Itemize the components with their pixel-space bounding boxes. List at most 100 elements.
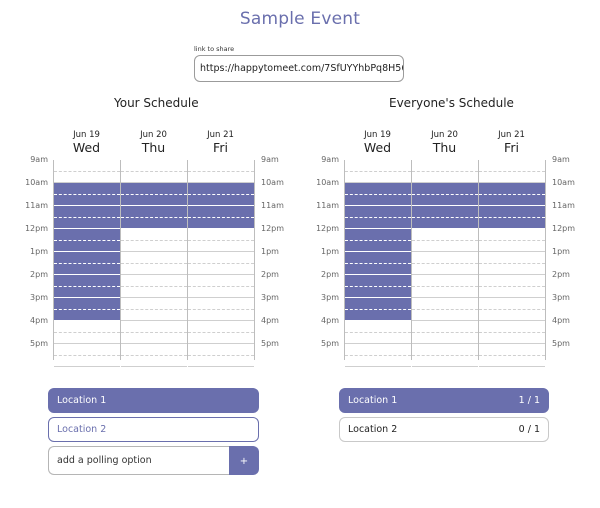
time-slot[interactable] — [188, 356, 254, 367]
everyone-time-grid — [344, 160, 546, 367]
time-slot[interactable] — [54, 275, 120, 287]
time-slot — [479, 275, 545, 287]
location-label: Location 1 — [348, 395, 398, 406]
time-slot[interactable] — [54, 172, 120, 183]
time-slot[interactable] — [54, 263, 120, 275]
time-slot[interactable] — [121, 252, 187, 264]
time-slot[interactable] — [188, 172, 254, 183]
time-label-right: 10am — [261, 178, 284, 187]
time-slot[interactable] — [54, 217, 120, 229]
polling-option-input[interactable] — [48, 446, 229, 475]
time-slot[interactable] — [188, 333, 254, 344]
time-label-left: 12pm — [24, 224, 48, 233]
time-slot[interactable] — [54, 252, 120, 264]
time-slot — [345, 333, 411, 344]
time-slot[interactable] — [188, 252, 254, 264]
time-label-right: 1pm — [261, 247, 279, 256]
time-slot — [345, 172, 411, 183]
time-slot[interactable] — [121, 321, 187, 333]
share-link-label: link to share — [194, 45, 235, 53]
time-label-left: 3pm — [30, 293, 48, 302]
time-slot[interactable] — [121, 310, 187, 321]
time-slot — [345, 309, 411, 321]
time-slot[interactable] — [54, 298, 120, 310]
time-slot — [412, 172, 478, 183]
time-slot[interactable] — [188, 217, 254, 229]
time-slot[interactable] — [188, 321, 254, 333]
time-slot[interactable] — [188, 160, 254, 172]
time-slot — [479, 241, 545, 252]
time-slot[interactable] — [54, 206, 120, 218]
time-slot[interactable] — [54, 321, 120, 333]
time-slot[interactable] — [188, 183, 254, 195]
time-slot — [345, 298, 411, 310]
time-slot — [479, 356, 545, 367]
time-slot[interactable] — [121, 183, 187, 195]
time-slot[interactable] — [121, 206, 187, 218]
everyone-schedule-grid: Jun 19 Wed Jun 20 Thu Jun 21 Fri 9am 9am 10am 10a… — [316, 130, 584, 370]
your-day-header: Jun 20 Thu — [120, 130, 187, 155]
your-location-1-button[interactable]: Location 1 — [48, 388, 259, 413]
time-slot[interactable] — [121, 275, 187, 287]
add-polling-option-button[interactable]: + — [229, 446, 259, 475]
time-slot[interactable] — [54, 286, 120, 298]
time-slot — [479, 206, 545, 218]
time-slot[interactable] — [54, 356, 120, 367]
time-slot[interactable] — [121, 194, 187, 206]
time-slot — [345, 160, 411, 172]
your-day-header: Jun 19 Wed — [53, 130, 120, 155]
share-link-field[interactable]: https://happytomeet.com/7SfUYYhbPq8H56S — [194, 55, 404, 82]
time-slot[interactable] — [121, 298, 187, 310]
time-slot — [479, 252, 545, 264]
time-slot — [345, 229, 411, 241]
time-label-left: 5pm — [30, 339, 48, 348]
time-slot — [412, 333, 478, 344]
time-slot[interactable] — [188, 229, 254, 241]
time-slot — [345, 183, 411, 195]
time-label-left: 9am — [30, 155, 48, 164]
time-slot[interactable] — [54, 344, 120, 356]
time-slot[interactable] — [121, 333, 187, 344]
time-slot[interactable] — [54, 240, 120, 252]
time-slot[interactable] — [121, 356, 187, 367]
everyone-location-1-result[interactable]: Location 1 1 / 1 — [339, 388, 549, 413]
time-label-left: 1pm — [321, 247, 339, 256]
time-slot[interactable] — [188, 206, 254, 218]
time-slot[interactable] — [54, 183, 120, 195]
time-slot[interactable] — [121, 217, 187, 229]
time-slot — [479, 298, 545, 310]
day-name: Thu — [141, 140, 166, 155]
time-slot — [412, 217, 478, 229]
time-slot[interactable] — [188, 287, 254, 298]
time-slot[interactable] — [121, 287, 187, 298]
time-slot[interactable] — [188, 241, 254, 252]
time-slot[interactable] — [121, 344, 187, 356]
your-location-2-button[interactable]: Location 2 — [48, 417, 259, 442]
time-slot[interactable] — [54, 194, 120, 206]
time-slot[interactable] — [121, 241, 187, 252]
time-slot[interactable] — [121, 264, 187, 275]
your-day-column — [54, 160, 121, 367]
time-slot[interactable] — [121, 172, 187, 183]
time-slot[interactable] — [54, 229, 120, 241]
time-slot[interactable] — [121, 229, 187, 241]
time-slot[interactable] — [188, 344, 254, 356]
time-slot[interactable] — [54, 160, 120, 172]
time-slot[interactable] — [188, 264, 254, 275]
location-count: 0 / 1 — [518, 424, 540, 435]
time-slot[interactable] — [188, 194, 254, 206]
time-slot[interactable] — [54, 333, 120, 344]
time-slot[interactable] — [188, 275, 254, 287]
time-slot[interactable] — [54, 309, 120, 321]
time-label-right: 2pm — [552, 270, 570, 279]
day-name: Fri — [213, 140, 228, 155]
time-slot — [412, 183, 478, 195]
time-label-right: 2pm — [261, 270, 279, 279]
time-slot[interactable] — [121, 160, 187, 172]
time-slot[interactable] — [188, 310, 254, 321]
time-slot[interactable] — [188, 298, 254, 310]
everyone-location-2-result[interactable]: Location 2 0 / 1 — [339, 417, 549, 442]
time-slot — [412, 252, 478, 264]
time-slot — [479, 172, 545, 183]
your-time-grid — [53, 160, 255, 367]
